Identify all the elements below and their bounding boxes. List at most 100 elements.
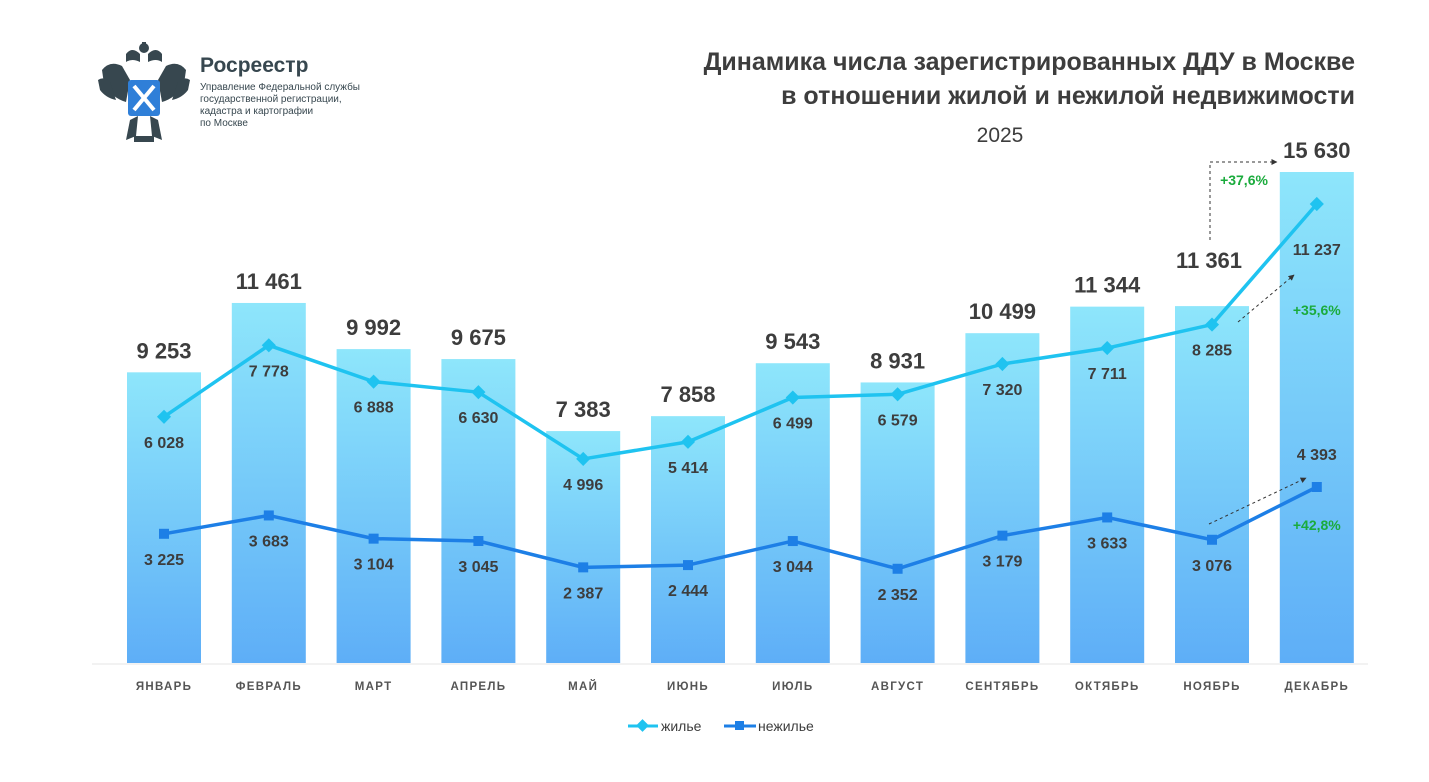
bar-total-label: 11 361 [1176, 248, 1242, 273]
data-label-nonresidential: 3 179 [982, 554, 1022, 571]
data-label-residential: 6 028 [144, 435, 184, 452]
bar-total-label: 11 461 [236, 269, 302, 294]
data-label-residential: 7 320 [982, 382, 1022, 399]
bar-total-label: 7 858 [660, 382, 715, 407]
chart-subtitle: 2025 [976, 124, 1024, 147]
point-residential [1309, 196, 1324, 212]
point-residential [471, 385, 486, 400]
data-label-nonresidential: 4 393 [1297, 447, 1337, 464]
legend-marker-nonresidential [735, 721, 744, 730]
data-label-residential: 6 579 [878, 412, 918, 429]
point-residential [576, 451, 591, 466]
data-label-nonresidential: 3 104 [354, 557, 394, 574]
growth-arrow-total [1209, 159, 1278, 240]
emblem-icon [98, 42, 190, 142]
x-tick-label: СЕНТЯБРЬ [965, 681, 1039, 693]
legend-label-nonresidential: нежилье [758, 718, 814, 734]
growth-arrow-residential [1237, 274, 1295, 323]
bar-total-label: 9 543 [765, 329, 820, 354]
x-tick-label: ДЕКАБРЬ [1285, 681, 1350, 693]
org-line-1: Управление Федеральной службы [200, 82, 360, 93]
org-line-3: кадастра и картографии [200, 106, 314, 117]
data-label-nonresidential: 3 076 [1192, 558, 1232, 575]
org-name: Росреестр [200, 54, 309, 77]
bar-total [546, 431, 621, 663]
x-tick-label: ЯНВАРЬ [136, 681, 192, 693]
point-nonresidential [683, 560, 693, 571]
bar-total [336, 349, 411, 663]
bar-total [651, 416, 725, 663]
point-nonresidential [1311, 482, 1322, 492]
growth-annotation: +35,6% [1293, 302, 1341, 318]
legend-label-residential: жилье [661, 718, 702, 734]
data-label-nonresidential: 3 045 [458, 559, 498, 576]
x-tick-label: ФЕВРАЛЬ [236, 681, 302, 693]
point-residential [785, 390, 800, 405]
point-residential [261, 338, 276, 353]
bar-total [965, 333, 1040, 663]
point-residential [1100, 340, 1115, 356]
data-label-residential: 11 237 [1293, 242, 1341, 259]
point-residential [890, 387, 905, 402]
x-tick-label: ОКТЯБРЬ [1075, 681, 1140, 693]
bar-total-label: 10 499 [969, 299, 1036, 324]
data-label-nonresidential: 2 387 [563, 585, 603, 602]
data-label-residential: 8 285 [1192, 343, 1232, 360]
bar-total [860, 382, 935, 663]
x-tick-label: НОЯБРЬ [1183, 681, 1240, 693]
data-label-residential: 7 711 [1088, 366, 1127, 383]
point-nonresidential [787, 536, 798, 547]
line-residential [163, 202, 1319, 461]
point-nonresidential [892, 563, 903, 574]
data-label-residential: 5 414 [668, 460, 708, 477]
point-nonresidential [368, 533, 379, 544]
point-residential [366, 374, 381, 389]
bar-total [231, 302, 306, 663]
point-nonresidential [159, 528, 169, 539]
bar-total [1279, 172, 1354, 663]
org-line-2: государственной регистрации, [200, 94, 342, 105]
bar-total [1175, 306, 1249, 663]
bar-total-label: 9 253 [136, 338, 191, 363]
data-label-residential: 6 499 [773, 416, 813, 433]
bar-total-label: 7 383 [556, 397, 611, 422]
point-nonresidential [578, 562, 589, 573]
bar-total-label: 8 931 [870, 348, 925, 373]
data-label-nonresidential: 2 444 [668, 583, 708, 600]
x-tick-label: АВГУСТ [871, 681, 924, 693]
org-line-4: по Москве [200, 118, 248, 129]
chart-title: Динамика числа зарегистрированных ДДУ в … [703, 48, 1355, 76]
data-label-nonresidential: 3 044 [773, 559, 813, 576]
bar-total [1070, 306, 1145, 663]
x-tick-label: ИЮНЬ [667, 681, 709, 693]
data-label-residential: 7 778 [249, 363, 289, 380]
point-nonresidential [263, 510, 274, 521]
chart-title-line2: в отношении жилой и нежилой недвижимости [781, 82, 1355, 110]
x-tick-label: МАЙ [568, 680, 598, 693]
bar-total [755, 363, 830, 663]
point-nonresidential [1207, 534, 1217, 545]
point-residential [1204, 317, 1220, 332]
data-label-residential: 6 888 [354, 400, 394, 417]
bar-total-label: 9 675 [451, 325, 506, 350]
x-tick-label: МАРТ [355, 681, 393, 693]
data-label-residential: 6 630 [458, 410, 498, 427]
growth-annotation: +42,8% [1293, 517, 1341, 533]
x-tick-label: ИЮЛЬ [772, 681, 813, 693]
data-label-nonresidential: 3 633 [1087, 535, 1127, 552]
legend-marker-residential [636, 719, 649, 732]
growth-annotation: +37,6% [1220, 172, 1268, 188]
x-tick-label: АПРЕЛЬ [450, 681, 506, 693]
data-label-nonresidential: 3 683 [249, 533, 289, 550]
point-nonresidential [1102, 512, 1113, 523]
bar-total [441, 359, 516, 663]
point-residential [995, 356, 1010, 372]
bar-total-label: 9 992 [346, 315, 401, 340]
bar-total-label: 15 630 [1283, 138, 1350, 163]
bar-total-label: 11 344 [1074, 273, 1141, 298]
line-nonresidential [163, 485, 1318, 571]
rosreestr-logo: Росреестр Управление Федеральной службы … [96, 40, 416, 150]
legend: жилье нежилье [628, 718, 814, 734]
data-label-nonresidential: 2 352 [878, 587, 918, 604]
